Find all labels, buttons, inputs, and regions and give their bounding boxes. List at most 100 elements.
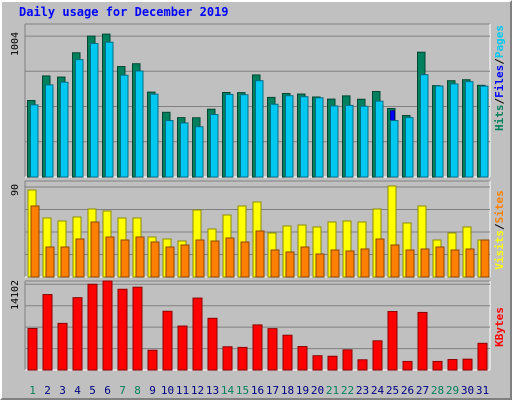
day-label-25: 25 xyxy=(386,384,399,397)
hits-legend-part: Hits xyxy=(493,105,506,132)
visits-sites-bar-day-26 xyxy=(405,249,415,278)
day-label-10: 10 xyxy=(161,384,174,397)
day-label-4: 4 xyxy=(74,384,81,397)
hits-pages-bar-day-24 xyxy=(375,100,384,178)
hits-pages-bar-day-21 xyxy=(330,105,339,178)
hits-pages-bar-day-27 xyxy=(420,74,429,178)
hits-ymax-label: 1004 xyxy=(10,32,21,56)
kbytes-kbytes-bar-day-26 xyxy=(402,360,413,371)
visits-sites-bar-day-4 xyxy=(75,238,85,278)
kbytes-kbytes-bar-day-31 xyxy=(477,342,488,371)
visits-ymax-label: 90 xyxy=(10,184,21,196)
visits-sites-bar-day-28 xyxy=(435,246,445,278)
visits-sites-bar-day-19 xyxy=(300,246,310,278)
day-label-6: 6 xyxy=(104,384,111,397)
day-label-15: 15 xyxy=(236,384,249,397)
day-label-14: 14 xyxy=(221,384,235,397)
kbytes-kbytes-bar-day-16 xyxy=(252,324,263,371)
hits-legend-part: / xyxy=(493,98,506,105)
kbytes-kbytes-bar-day-20 xyxy=(312,355,323,371)
kbytes-kbytes-bar-day-10 xyxy=(162,310,173,371)
hits-pages-bar-day-19 xyxy=(300,96,309,178)
day-label-12: 12 xyxy=(191,384,204,397)
hits-pages-bar-day-12 xyxy=(195,126,204,178)
hits-pages-bar-day-6 xyxy=(105,41,114,178)
kbytes-kbytes-bar-day-22 xyxy=(342,349,353,371)
visits-sites-bar-day-22 xyxy=(345,250,355,278)
day-label-16: 16 xyxy=(251,384,264,397)
day-label-2: 2 xyxy=(44,384,51,397)
day-label-28: 28 xyxy=(431,384,444,397)
day-label-3: 3 xyxy=(59,384,66,397)
day-label-17: 17 xyxy=(266,384,279,397)
visits-sites-bar-day-24 xyxy=(375,238,385,278)
hits-pages-bar-day-3 xyxy=(60,81,69,178)
day-label-5: 5 xyxy=(89,384,96,397)
kbytes-kbytes-bar-day-12 xyxy=(192,297,203,371)
visits-sites-bar-day-7 xyxy=(120,239,130,278)
kbytes-kbytes-bar-day-13 xyxy=(207,317,218,371)
hits-pages-bar-day-20 xyxy=(315,97,324,178)
hits-pages-bar-day-26 xyxy=(405,117,414,178)
visits-legend-part: Sites xyxy=(493,190,506,223)
day-label-29: 29 xyxy=(446,384,459,397)
visits-legend-part: Visits xyxy=(493,230,506,270)
kbytes-kbytes-bar-day-21 xyxy=(327,355,338,371)
hits-legend-part: Pages xyxy=(493,25,506,58)
hits-pages-bar-day-30 xyxy=(465,81,474,178)
visits-sites-bar-day-1 xyxy=(30,205,40,278)
hits-pages-bar-day-8 xyxy=(135,70,144,178)
kbytes-kbytes-bar-day-25 xyxy=(387,311,398,371)
hits-pages-bar-day-15 xyxy=(240,94,249,178)
hits-pages-bar-day-7 xyxy=(120,74,129,178)
visits-sites-bar-day-17 xyxy=(270,249,280,278)
kbytes-kbytes-bar-day-29 xyxy=(447,359,458,371)
visits-sites-bar-day-31 xyxy=(480,239,490,278)
day-label-22: 22 xyxy=(341,384,354,397)
chart-title: Daily usage for December 2019 xyxy=(19,5,229,19)
hits-pages-bar-day-17 xyxy=(270,103,279,178)
kbytes-kbytes-bar-day-18 xyxy=(282,334,293,371)
visits-sites-bar-day-15 xyxy=(240,241,250,278)
day-label-7: 7 xyxy=(119,384,126,397)
day-label-30: 30 xyxy=(461,384,474,397)
hits-pages-bar-day-2 xyxy=(45,84,54,178)
kbytes-kbytes-bar-day-28 xyxy=(432,360,443,371)
hits-series-legend: Hits/Files/Pages xyxy=(493,25,506,131)
hits-legend-part: Files xyxy=(493,65,506,98)
visits-sites-bar-day-12 xyxy=(195,239,205,278)
hits-pages-bar-day-25 xyxy=(390,120,399,178)
visits-sites-bar-day-27 xyxy=(420,248,430,278)
kbytes-ymax-label: 14102 xyxy=(10,280,21,310)
hits-pages-bar-day-13 xyxy=(210,114,219,178)
visits-sites-bar-day-11 xyxy=(180,244,190,278)
kbytes-kbytes-bar-day-23 xyxy=(357,359,368,371)
kbytes-kbytes-bar-day-14 xyxy=(222,346,233,371)
visits-sites-bar-day-25 xyxy=(390,244,400,278)
kbytes-kbytes-bar-day-7 xyxy=(117,288,128,371)
kbytes-kbytes-bar-day-2 xyxy=(42,294,53,371)
hits-pages-bar-day-22 xyxy=(345,104,354,178)
visits-sites-bar-day-13 xyxy=(210,240,220,278)
hits-legend-part: / xyxy=(493,58,506,65)
hits-pages-bar-day-9 xyxy=(150,93,159,178)
day-label-1: 1 xyxy=(29,384,36,397)
visits-series-legend: Visits/Sites xyxy=(493,190,506,270)
kbytes-legend-part: KBytes xyxy=(493,307,506,347)
hits-pages-bar-day-29 xyxy=(450,83,459,178)
kbytes-kbytes-bar-day-6 xyxy=(102,280,113,371)
kbytes-kbytes-bar-day-19 xyxy=(297,346,308,371)
visits-sites-bar-day-6 xyxy=(105,236,115,278)
kbytes-series-legend: KBytes xyxy=(493,307,506,347)
visits-sites-bar-day-14 xyxy=(225,237,235,278)
day-label-18: 18 xyxy=(281,384,294,397)
day-label-23: 23 xyxy=(356,384,369,397)
day-label-24: 24 xyxy=(371,384,385,397)
kbytes-kbytes-bar-day-27 xyxy=(417,311,428,371)
hits-pages-bar-day-1 xyxy=(30,104,39,178)
day-label-27: 27 xyxy=(416,384,429,397)
hits-pages-bar-day-5 xyxy=(90,43,99,178)
visits-sites-bar-day-21 xyxy=(330,249,340,278)
visits-sites-bar-day-9 xyxy=(150,241,160,278)
kbytes-kbytes-bar-day-17 xyxy=(267,328,278,371)
